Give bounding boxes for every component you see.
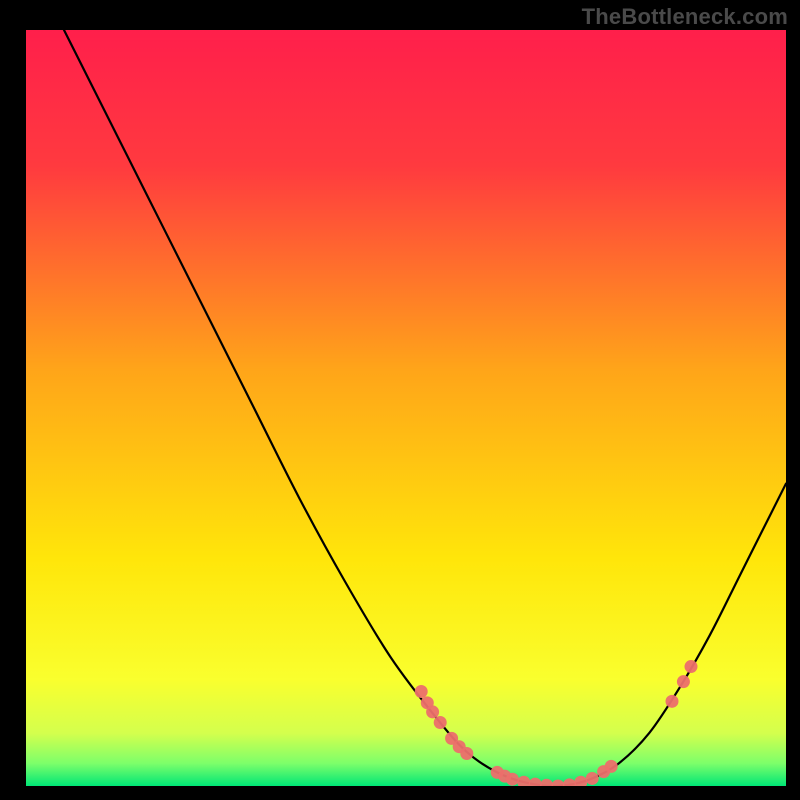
data-marker: [586, 772, 599, 785]
data-marker: [552, 780, 565, 787]
data-marker: [529, 778, 542, 786]
marker-group: [415, 660, 698, 786]
data-marker: [685, 660, 698, 673]
data-marker: [434, 716, 447, 729]
watermark-text: TheBottleneck.com: [582, 4, 788, 30]
data-marker: [605, 760, 618, 773]
plot-area: [26, 30, 786, 786]
data-marker: [460, 747, 473, 760]
data-marker: [415, 685, 428, 698]
data-marker: [426, 705, 439, 718]
data-marker: [517, 776, 530, 786]
bottleneck-curve: [64, 30, 786, 786]
data-marker: [666, 695, 679, 708]
chart-container: TheBottleneck.com: [0, 0, 800, 800]
data-marker: [506, 773, 519, 786]
plot-svg: [26, 30, 786, 786]
data-marker: [677, 675, 690, 688]
data-marker: [574, 776, 587, 786]
data-marker: [563, 778, 576, 786]
data-marker: [540, 779, 553, 786]
